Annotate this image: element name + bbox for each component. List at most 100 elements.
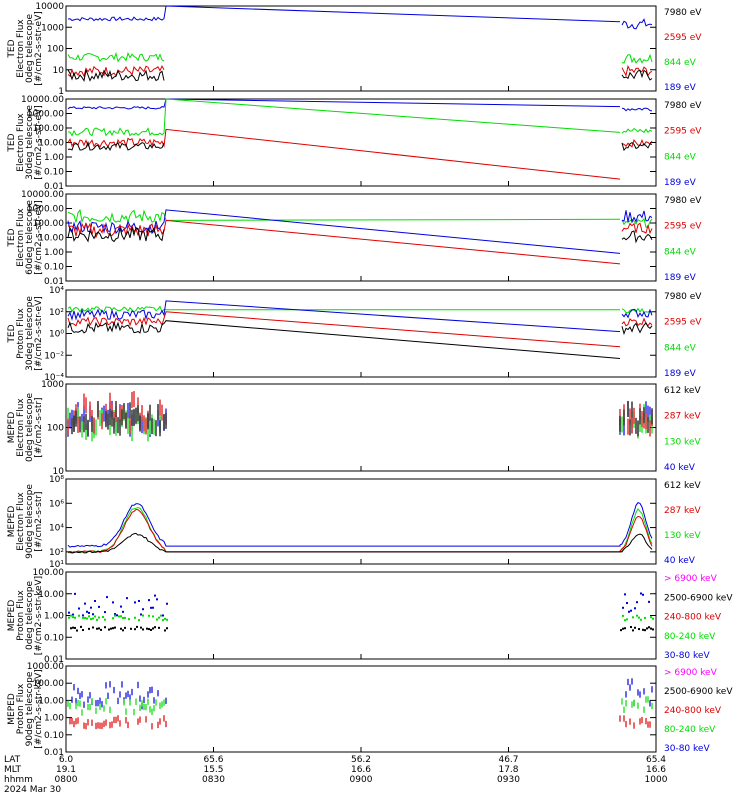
ytick-label: 1.00 bbox=[44, 714, 64, 724]
series-point bbox=[156, 618, 158, 621]
series-point bbox=[112, 617, 114, 620]
series-point bbox=[154, 626, 156, 629]
legend-entry: 30-80 keV bbox=[664, 651, 710, 661]
series-line bbox=[621, 18, 653, 30]
ytick-label: 1000.00 bbox=[27, 205, 64, 215]
series-point bbox=[632, 629, 634, 632]
series-point bbox=[72, 613, 74, 616]
legend-entry: 189 eV bbox=[664, 369, 697, 379]
series-point bbox=[104, 618, 106, 621]
ylabel-line: MEPED bbox=[7, 693, 17, 725]
series-line bbox=[67, 300, 621, 333]
ytick-label: 0.01 bbox=[44, 182, 64, 192]
ytick-label: 10⁶ bbox=[49, 499, 64, 509]
series-point bbox=[128, 618, 130, 621]
series-line bbox=[621, 53, 653, 64]
series-point bbox=[74, 616, 76, 619]
series-point bbox=[102, 616, 104, 619]
ytick-label: 1 bbox=[58, 87, 64, 97]
xtick-hhmm: 1000 bbox=[645, 775, 668, 785]
xaxis-row-label: hhmm bbox=[4, 775, 33, 785]
series-point bbox=[642, 628, 644, 631]
series-point bbox=[152, 615, 154, 618]
series-point bbox=[72, 616, 74, 619]
series-point bbox=[648, 626, 650, 629]
ytick-label: 10000.00 bbox=[21, 95, 64, 105]
xtick-lat: 6.0 bbox=[59, 755, 74, 765]
xtick-lat: 56.2 bbox=[351, 755, 371, 765]
series-line bbox=[67, 98, 621, 137]
ytick-label: 10.00 bbox=[38, 234, 64, 244]
ytick-label: 1.00 bbox=[44, 153, 64, 163]
series-point bbox=[134, 616, 136, 619]
series-point bbox=[652, 628, 654, 631]
series-point bbox=[88, 627, 90, 630]
series-point bbox=[96, 618, 98, 621]
ytick-label: 10⁰ bbox=[49, 330, 64, 340]
xaxis-row-label: 2024 Mar 30 bbox=[4, 785, 61, 795]
series-point bbox=[152, 606, 154, 609]
series-point bbox=[164, 629, 166, 632]
series-point bbox=[68, 616, 70, 619]
series-point bbox=[98, 627, 100, 630]
series-point bbox=[634, 626, 636, 629]
legend-entry: > 6900 keV bbox=[664, 668, 718, 678]
series-point bbox=[134, 628, 136, 631]
series-point bbox=[88, 611, 90, 614]
series-point bbox=[642, 593, 644, 596]
series-point bbox=[622, 606, 624, 609]
xtick-lat: 65.6 bbox=[203, 755, 223, 765]
series-point bbox=[640, 592, 642, 595]
series-point bbox=[76, 629, 78, 632]
series-point bbox=[70, 627, 72, 630]
series-point bbox=[116, 614, 118, 617]
series-point bbox=[166, 627, 168, 630]
legend-entry: 2595 eV bbox=[664, 222, 702, 232]
legend-entry: 130 keV bbox=[664, 531, 701, 541]
series-point bbox=[118, 615, 120, 618]
series-point bbox=[156, 598, 158, 601]
series-line bbox=[67, 305, 620, 313]
legend-entry: 612 keV bbox=[664, 386, 701, 396]
series-point bbox=[152, 627, 154, 630]
series-point bbox=[122, 629, 124, 632]
ylabel-line: 0deg telescope bbox=[25, 393, 35, 463]
ylabel-line: Electron Flux bbox=[16, 398, 26, 457]
legend-entry: 844 eV bbox=[664, 247, 697, 257]
series-point bbox=[652, 617, 654, 620]
legend-entry: 2595 eV bbox=[664, 33, 702, 43]
ylabel-line: 90deg telescope bbox=[25, 484, 35, 559]
ytick-label: 1.00 bbox=[44, 612, 64, 622]
series-point bbox=[646, 627, 648, 630]
series-point bbox=[114, 626, 116, 629]
legend-entry: 2500-6900 keV bbox=[664, 687, 733, 697]
ytick-label: 10⁻² bbox=[44, 351, 64, 361]
ytick-label: 10² bbox=[49, 308, 64, 318]
series-line bbox=[621, 307, 653, 314]
series-point bbox=[70, 614, 72, 617]
ytick-label: 1000 bbox=[41, 380, 64, 390]
ylabel-line: 60deg telescope bbox=[25, 200, 35, 275]
ylabel-line: 30deg telescope bbox=[25, 105, 35, 180]
series-point bbox=[110, 627, 112, 630]
ytick-label: 10⁴ bbox=[49, 286, 64, 296]
ylabel-line: TED bbox=[7, 324, 17, 343]
ytick-label: 0.01 bbox=[44, 655, 64, 665]
ytick-label: 0.01 bbox=[44, 748, 64, 758]
legend-entry: 844 eV bbox=[664, 58, 697, 68]
series-point bbox=[158, 626, 160, 629]
ytick-label: 1000 bbox=[41, 23, 64, 33]
ylabel-line: Proton Flux bbox=[16, 308, 26, 359]
ylabel-line: Electron Flux bbox=[16, 208, 26, 267]
panel-frame bbox=[65, 193, 657, 282]
series-point bbox=[150, 628, 152, 631]
series-point bbox=[114, 613, 116, 616]
legend-entry: 2595 eV bbox=[664, 127, 702, 137]
ylabel-line: Electron Flux bbox=[16, 492, 26, 551]
ylabel-line: [#/cm2-s-str-eV] bbox=[34, 11, 44, 86]
series-line bbox=[67, 311, 621, 348]
series-point bbox=[104, 611, 106, 614]
series-point bbox=[648, 600, 650, 603]
series-line bbox=[67, 98, 621, 110]
